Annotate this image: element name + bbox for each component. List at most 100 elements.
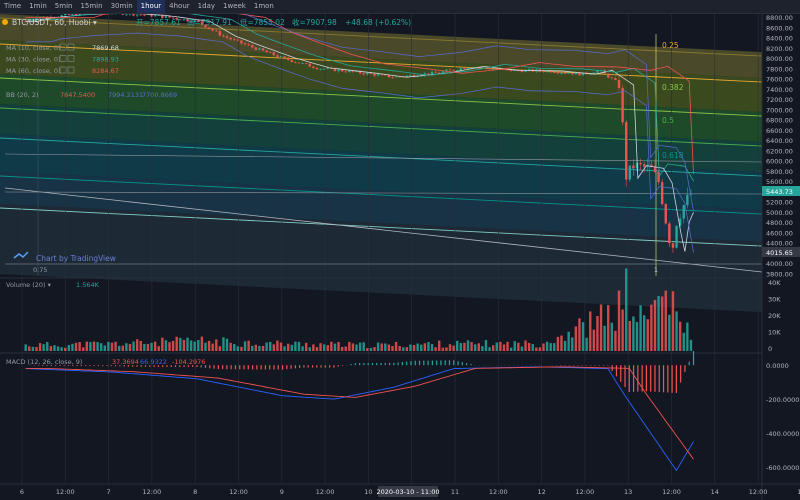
fib-line-5 bbox=[0, 175, 763, 215]
candle-body bbox=[376, 74, 380, 76]
settings-icon[interactable] bbox=[67, 66, 75, 74]
volume-bar bbox=[513, 341, 516, 351]
timeframe-15min[interactable]: 15min bbox=[80, 2, 103, 10]
macd-hist-bar bbox=[247, 365, 249, 370]
volume-bar bbox=[304, 342, 308, 351]
candle-body bbox=[171, 17, 175, 19]
settings-icon[interactable] bbox=[67, 55, 75, 62]
macd-hist-bar bbox=[243, 365, 245, 370]
macd-hist-bar bbox=[226, 365, 228, 370]
candle-body bbox=[247, 44, 250, 46]
macd-tick-label: -600.0000 bbox=[766, 464, 799, 472]
volume-bar bbox=[689, 339, 693, 351]
volume-bar bbox=[182, 340, 186, 351]
macd-hist-bar bbox=[110, 365, 112, 367]
volume-bar bbox=[67, 344, 71, 351]
volume-bar bbox=[157, 346, 160, 351]
fib-label-1: 0.382 bbox=[662, 83, 684, 92]
timeframe-time[interactable]: Time bbox=[4, 2, 22, 10]
candle-body bbox=[182, 19, 186, 21]
volume-bar bbox=[96, 342, 99, 351]
volume-bar bbox=[28, 346, 31, 351]
volume-bar bbox=[517, 342, 520, 351]
visibility-icon[interactable] bbox=[59, 43, 67, 51]
candle-body bbox=[621, 87, 624, 123]
volume-tick-label: 20K bbox=[768, 312, 781, 320]
volume-bar bbox=[524, 340, 527, 351]
candle-body bbox=[265, 50, 268, 53]
volume-bar bbox=[434, 347, 437, 351]
candle-body bbox=[366, 73, 369, 75]
candle-body bbox=[578, 72, 581, 76]
price-tick-label: 6600.00 bbox=[766, 127, 793, 135]
volume-bar bbox=[556, 336, 560, 351]
settings-icon[interactable] bbox=[67, 43, 75, 51]
macd-hist-bar bbox=[423, 360, 425, 366]
macd-hist-bar bbox=[217, 365, 219, 370]
candle-body bbox=[466, 67, 470, 69]
timeframe-5min[interactable]: 5min bbox=[54, 2, 73, 10]
macd-tick-label: 0.0000 bbox=[766, 362, 789, 370]
volume-bar bbox=[82, 347, 85, 351]
candle-body bbox=[143, 14, 146, 16]
candle-body bbox=[560, 72, 563, 74]
candle-body bbox=[542, 70, 545, 72]
visibility-icon[interactable] bbox=[59, 55, 67, 62]
macd-hist-bar bbox=[444, 360, 446, 366]
timeframe-1mon[interactable]: 1mon bbox=[253, 2, 274, 10]
trendline-support bbox=[4, 191, 763, 195]
timeframe-1week[interactable]: 1week bbox=[223, 2, 246, 10]
volume-bar bbox=[322, 344, 326, 351]
volume-bar bbox=[574, 326, 578, 351]
volume-bar bbox=[430, 344, 434, 351]
time-tick-label: 12:00 bbox=[749, 488, 768, 496]
macd-hist-bar bbox=[410, 361, 412, 366]
timeframe-1hour[interactable]: 1hour bbox=[136, 0, 166, 13]
bb-upper-line bbox=[245, 14, 694, 212]
volume-bar bbox=[110, 342, 114, 351]
candle-body bbox=[491, 69, 495, 70]
macd-hist-bar bbox=[393, 362, 395, 366]
candle-body bbox=[67, 14, 71, 15]
price-tick-label: 7400.00 bbox=[766, 86, 793, 94]
volume-bar bbox=[376, 342, 380, 351]
candle-body bbox=[71, 14, 74, 15]
time-tick-label: 8 bbox=[193, 488, 197, 496]
candle-body bbox=[459, 68, 462, 71]
macd-hist-bar bbox=[63, 365, 65, 367]
candle-body bbox=[527, 69, 531, 71]
volume-bar bbox=[635, 322, 639, 351]
candle-body bbox=[448, 69, 452, 71]
timeframe-4hour[interactable]: 4hour bbox=[169, 2, 190, 10]
macd-hist-bar bbox=[568, 365, 570, 366]
ma60-line bbox=[25, 14, 694, 175]
volume-bar bbox=[240, 346, 243, 351]
chart-canvas[interactable]: 0.25 0.382 0.5 0.618 1 8800.00 8600.00 8400.00… bbox=[0, 14, 800, 500]
timeframe-1day[interactable]: 1day bbox=[197, 2, 216, 10]
timeframe-1min[interactable]: 1min bbox=[29, 2, 47, 10]
macd-hist-bar bbox=[367, 363, 369, 366]
fib-line-3 bbox=[0, 107, 763, 147]
volume-bar bbox=[531, 344, 534, 351]
indicator-value: 7898.93 bbox=[92, 56, 119, 64]
macd-hist-bar bbox=[436, 360, 438, 366]
volume-bar bbox=[31, 346, 35, 351]
candle-body bbox=[157, 15, 160, 16]
macd-hist-bar bbox=[234, 365, 237, 370]
volume-bar bbox=[103, 345, 106, 351]
volume-bar bbox=[64, 347, 67, 351]
volume-bar bbox=[603, 325, 606, 351]
visibility-icon[interactable] bbox=[59, 66, 67, 74]
candle-body bbox=[610, 77, 614, 79]
volume-bar bbox=[301, 346, 304, 351]
candle-body bbox=[218, 31, 222, 36]
candle-body bbox=[394, 76, 398, 78]
volume-bar bbox=[38, 343, 42, 351]
timeframe-30min[interactable]: 30min bbox=[110, 2, 133, 10]
candle-body bbox=[24, 21, 27, 23]
candle-body bbox=[571, 73, 574, 75]
candle-body bbox=[251, 45, 254, 48]
volume-bar bbox=[484, 340, 488, 351]
candle-body bbox=[391, 77, 394, 79]
macd-hist-bar bbox=[209, 365, 211, 369]
